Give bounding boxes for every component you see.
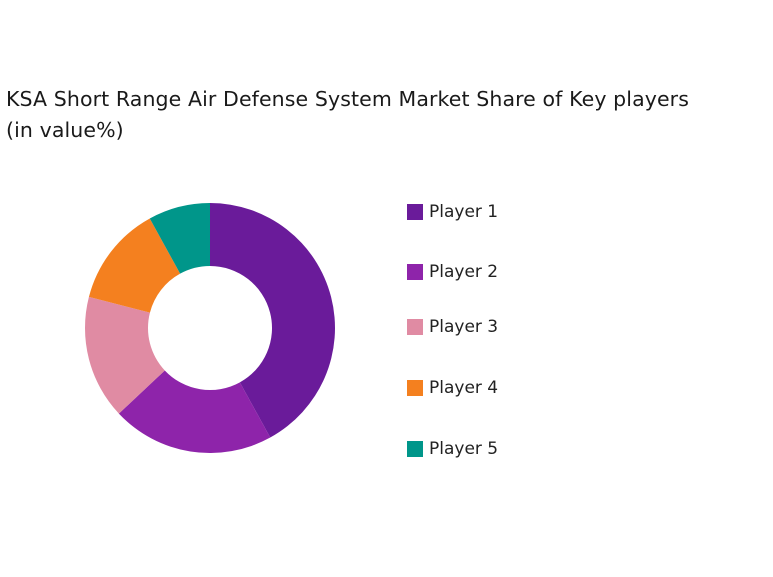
- donut-slice-3: [85, 296, 165, 414]
- legend-label: Player 1: [429, 202, 499, 222]
- legend-label: Player 3: [429, 317, 499, 337]
- legend-item-player-1: Player 1: [407, 202, 498, 222]
- legend-item-player-2: Player 2: [407, 262, 498, 282]
- legend-label: Player 2: [429, 262, 499, 282]
- legend-item-player-3: Player 3: [407, 317, 498, 337]
- legend-swatch: [407, 441, 423, 457]
- legend-label: Player 4: [429, 378, 499, 398]
- legend-swatch: [407, 319, 423, 335]
- donut-slice-2: [118, 370, 271, 453]
- legend-swatch: [407, 204, 423, 220]
- legend-swatch: [407, 264, 423, 280]
- donut-slice-5: [149, 203, 210, 274]
- chart-subtitle: (in value%): [6, 118, 124, 142]
- legend-swatch: [407, 380, 423, 396]
- legend-label: Player 5: [429, 439, 499, 459]
- donut-slice-4: [88, 218, 181, 313]
- donut-slice-1: [210, 203, 336, 438]
- legend-item-player-5: Player 5: [407, 439, 498, 459]
- legend-item-player-4: Player 4: [407, 378, 498, 398]
- chart-title-line: KSA Short Range Air Defense System Marke…: [6, 87, 689, 111]
- chart-title: KSA Short Range Air Defense System Marke…: [6, 84, 766, 146]
